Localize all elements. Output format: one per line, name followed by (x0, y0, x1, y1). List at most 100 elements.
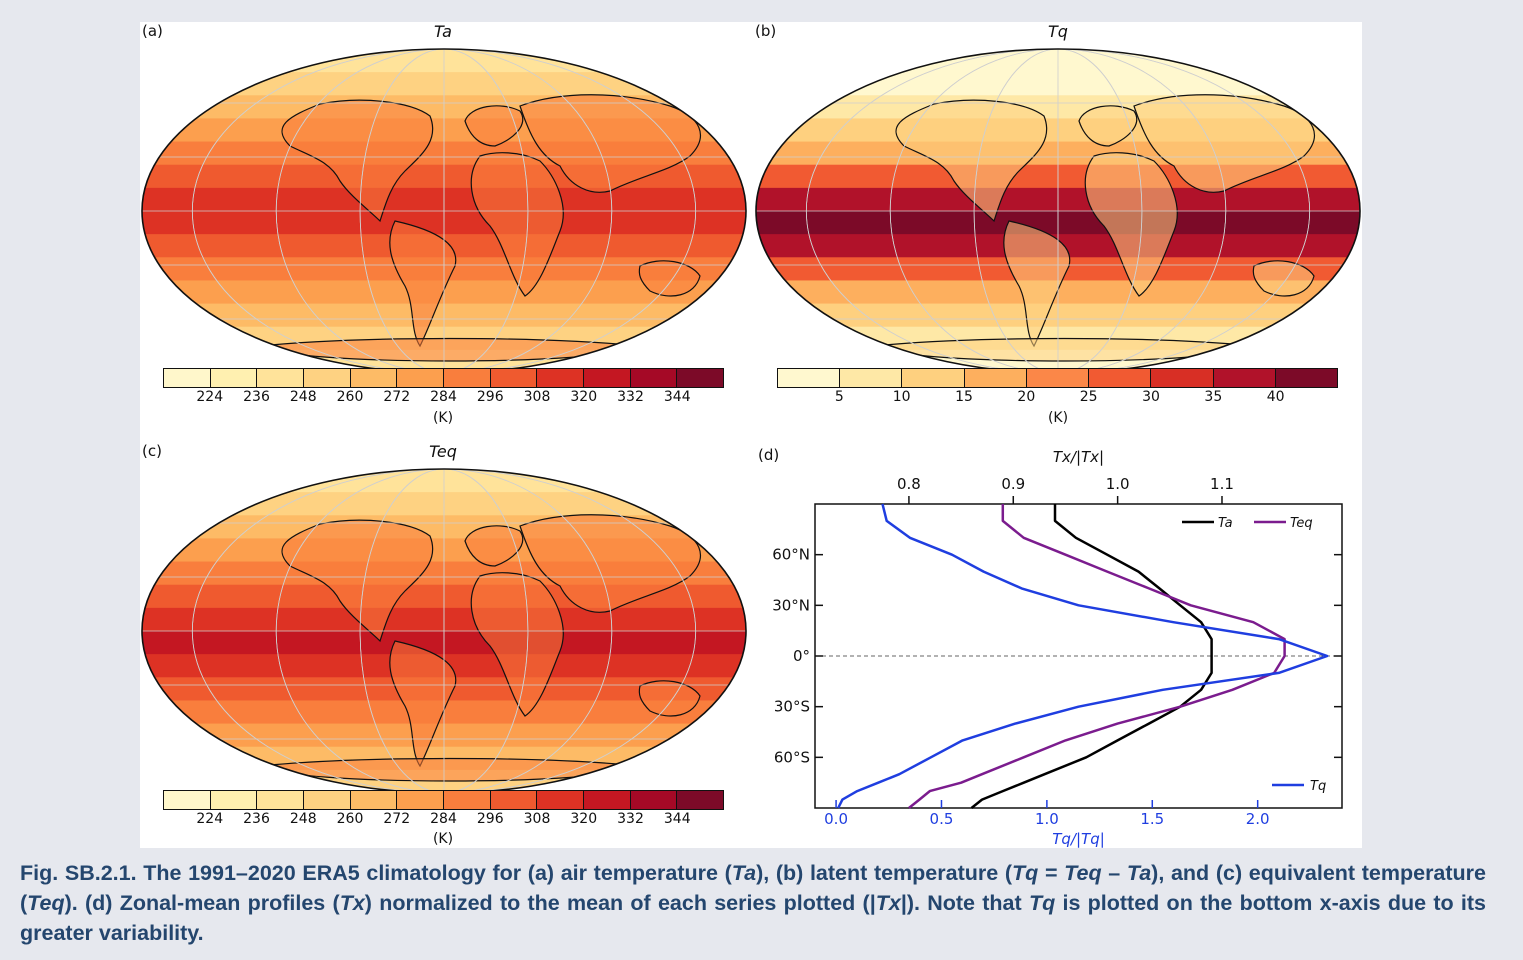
bottom-x-tick-label: 0.5 (930, 810, 954, 828)
colorbar-tick-label: 25 (1079, 389, 1098, 405)
caption-segment: Teq (1064, 861, 1102, 885)
panel-d-letter: (d) (758, 446, 780, 464)
colorbar-swatch (902, 369, 965, 387)
colorbar-swatch (397, 369, 445, 387)
caption-segment: Tq (1028, 891, 1056, 915)
colorbar-swatch (397, 791, 445, 809)
continent-outline (1133, 94, 1315, 193)
caption-segment: Ta (731, 861, 757, 885)
colorbar-tick-label: 260 (336, 389, 364, 405)
colorbar-swatch (584, 369, 631, 387)
panel-c-title: Teq (429, 442, 457, 461)
colorbar-swatch (257, 369, 305, 387)
colorbar-swatch (490, 369, 538, 387)
graticule-meridian (359, 469, 529, 793)
colorbar-swatch (257, 791, 305, 809)
caption-segment: Tx (339, 891, 365, 915)
colorbar-tick-label: 272 (383, 389, 411, 405)
colorbar-tick-label: 260 (336, 811, 364, 827)
colorbar-swatch (537, 791, 585, 809)
colorbar-tick-label: 320 (570, 389, 598, 405)
graticule-meridian (275, 469, 613, 793)
panel-a-colorbar (163, 368, 724, 388)
legend-label: Tq (1310, 779, 1326, 794)
y-tick-label: 0° (793, 647, 810, 665)
panel-a-map (141, 48, 747, 374)
colorbar-swatch (350, 791, 398, 809)
caption-segment: ) normalized to the mean of each series … (364, 891, 876, 915)
colorbar-tick-label: 308 (523, 389, 551, 405)
panel-b-letter: (b) (755, 22, 777, 40)
continent-outline (519, 514, 701, 613)
panel-c-colorbar-ticks: 224 236 248 260 272 284 296 308 320 332 344 (163, 811, 724, 829)
colorbar-tick-label: 344 (663, 389, 691, 405)
graticule-meridian (973, 49, 1143, 373)
colorbar-tick-label: 30 (1142, 389, 1160, 405)
caption-segment: ), and (c) equivalent temperature ( (20, 861, 1487, 915)
colorbar-tick-label: 224 (196, 811, 224, 827)
bottom-x-tick-label: 0.0 (824, 810, 848, 828)
caption-segment: ). (d) Zonal-mean profiles ( (64, 891, 340, 915)
figure-caption: Fig. SB.2.1. The 1991–2020 ERA5 climatol… (20, 858, 1486, 948)
continent-outline (464, 525, 524, 567)
panel-a-title: Ta (434, 22, 452, 41)
colorbar-swatch (490, 791, 538, 809)
colorbar-tick-label: 40 (1266, 389, 1285, 405)
colorbar-tick-label: 10 (892, 389, 911, 405)
colorbar-tick-label: 308 (523, 811, 551, 827)
colorbar-tick-label: 344 (663, 811, 691, 827)
panel-a-colorbar-unit: (K) (432, 410, 454, 426)
colorbar-tick-label: 224 (196, 389, 224, 405)
colorbar-tick-label: 5 (834, 389, 844, 405)
caption-segment: Tq (1012, 861, 1039, 885)
colorbar-tick-label: 284 (430, 389, 457, 405)
bottom-x-tick-label: 1.0 (1035, 810, 1059, 828)
top-x-tick-label: 0.9 (1001, 475, 1025, 493)
top-x-tick-label: 1.1 (1210, 475, 1234, 493)
panel-c-map (141, 468, 747, 794)
panel-c-letter: (c) (142, 442, 162, 460)
colorbar-swatch (964, 369, 1027, 387)
top-x-axis-label: Tx/|Tx| (1053, 448, 1104, 466)
y-tick-label: 60°S (774, 748, 810, 766)
panel-b-colorbar (777, 368, 1338, 388)
colorbar-tick-label: 248 (289, 811, 317, 827)
colorbar-swatch (164, 369, 211, 387)
colorbar-tick-label: 236 (243, 389, 270, 405)
legend-label: Ta (1218, 516, 1233, 531)
colorbar-swatch (1213, 369, 1276, 387)
colorbar-tick-label: 20 (1017, 389, 1036, 405)
colorbar-swatch (444, 369, 491, 387)
colorbar-swatch (1275, 369, 1337, 387)
panel-c-colorbar (163, 790, 724, 810)
colorbar-tick-label: 296 (476, 389, 504, 405)
continent-outline (638, 680, 701, 717)
colorbar-tick-label: 332 (617, 811, 644, 827)
colorbar-tick-label: 272 (383, 811, 411, 827)
colorbar-swatch (304, 369, 351, 387)
panel-b-colorbar-unit: (K) (1047, 410, 1069, 426)
colorbar-tick-label: 284 (430, 811, 457, 827)
graticule-meridian (805, 49, 1311, 373)
colorbar-tick-label: 248 (289, 389, 317, 405)
colorbar-swatch (444, 791, 491, 809)
colorbar-swatch (304, 791, 351, 809)
colorbar-swatch (1026, 369, 1090, 387)
caption-segment: – (1101, 861, 1127, 885)
colorbar-tick-label: 236 (243, 811, 270, 827)
colorbar-tick-label: 320 (570, 811, 598, 827)
continent-outline (464, 105, 524, 147)
colorbar-tick-label: 332 (617, 389, 644, 405)
caption-segment: ), (b) latent temperature ( (756, 861, 1013, 885)
continent-outline (1078, 105, 1138, 147)
continent-outline (1084, 152, 1178, 297)
panel-a-colorbar-ticks: 224 236 248 260 272 284 296 308 320 332 344 (163, 389, 724, 407)
colorbar-swatch (840, 369, 903, 387)
colorbar-swatch (1089, 369, 1152, 387)
panel-b-colorbar-ticks: 5 10 15 20 25 30 35 40 (777, 389, 1338, 407)
colorbar-tick-label: 15 (955, 389, 973, 405)
graticule-meridian (889, 49, 1227, 373)
graticule-meridian (275, 49, 613, 373)
colorbar-swatch (677, 369, 724, 387)
colorbar-tick-label: 296 (476, 811, 504, 827)
